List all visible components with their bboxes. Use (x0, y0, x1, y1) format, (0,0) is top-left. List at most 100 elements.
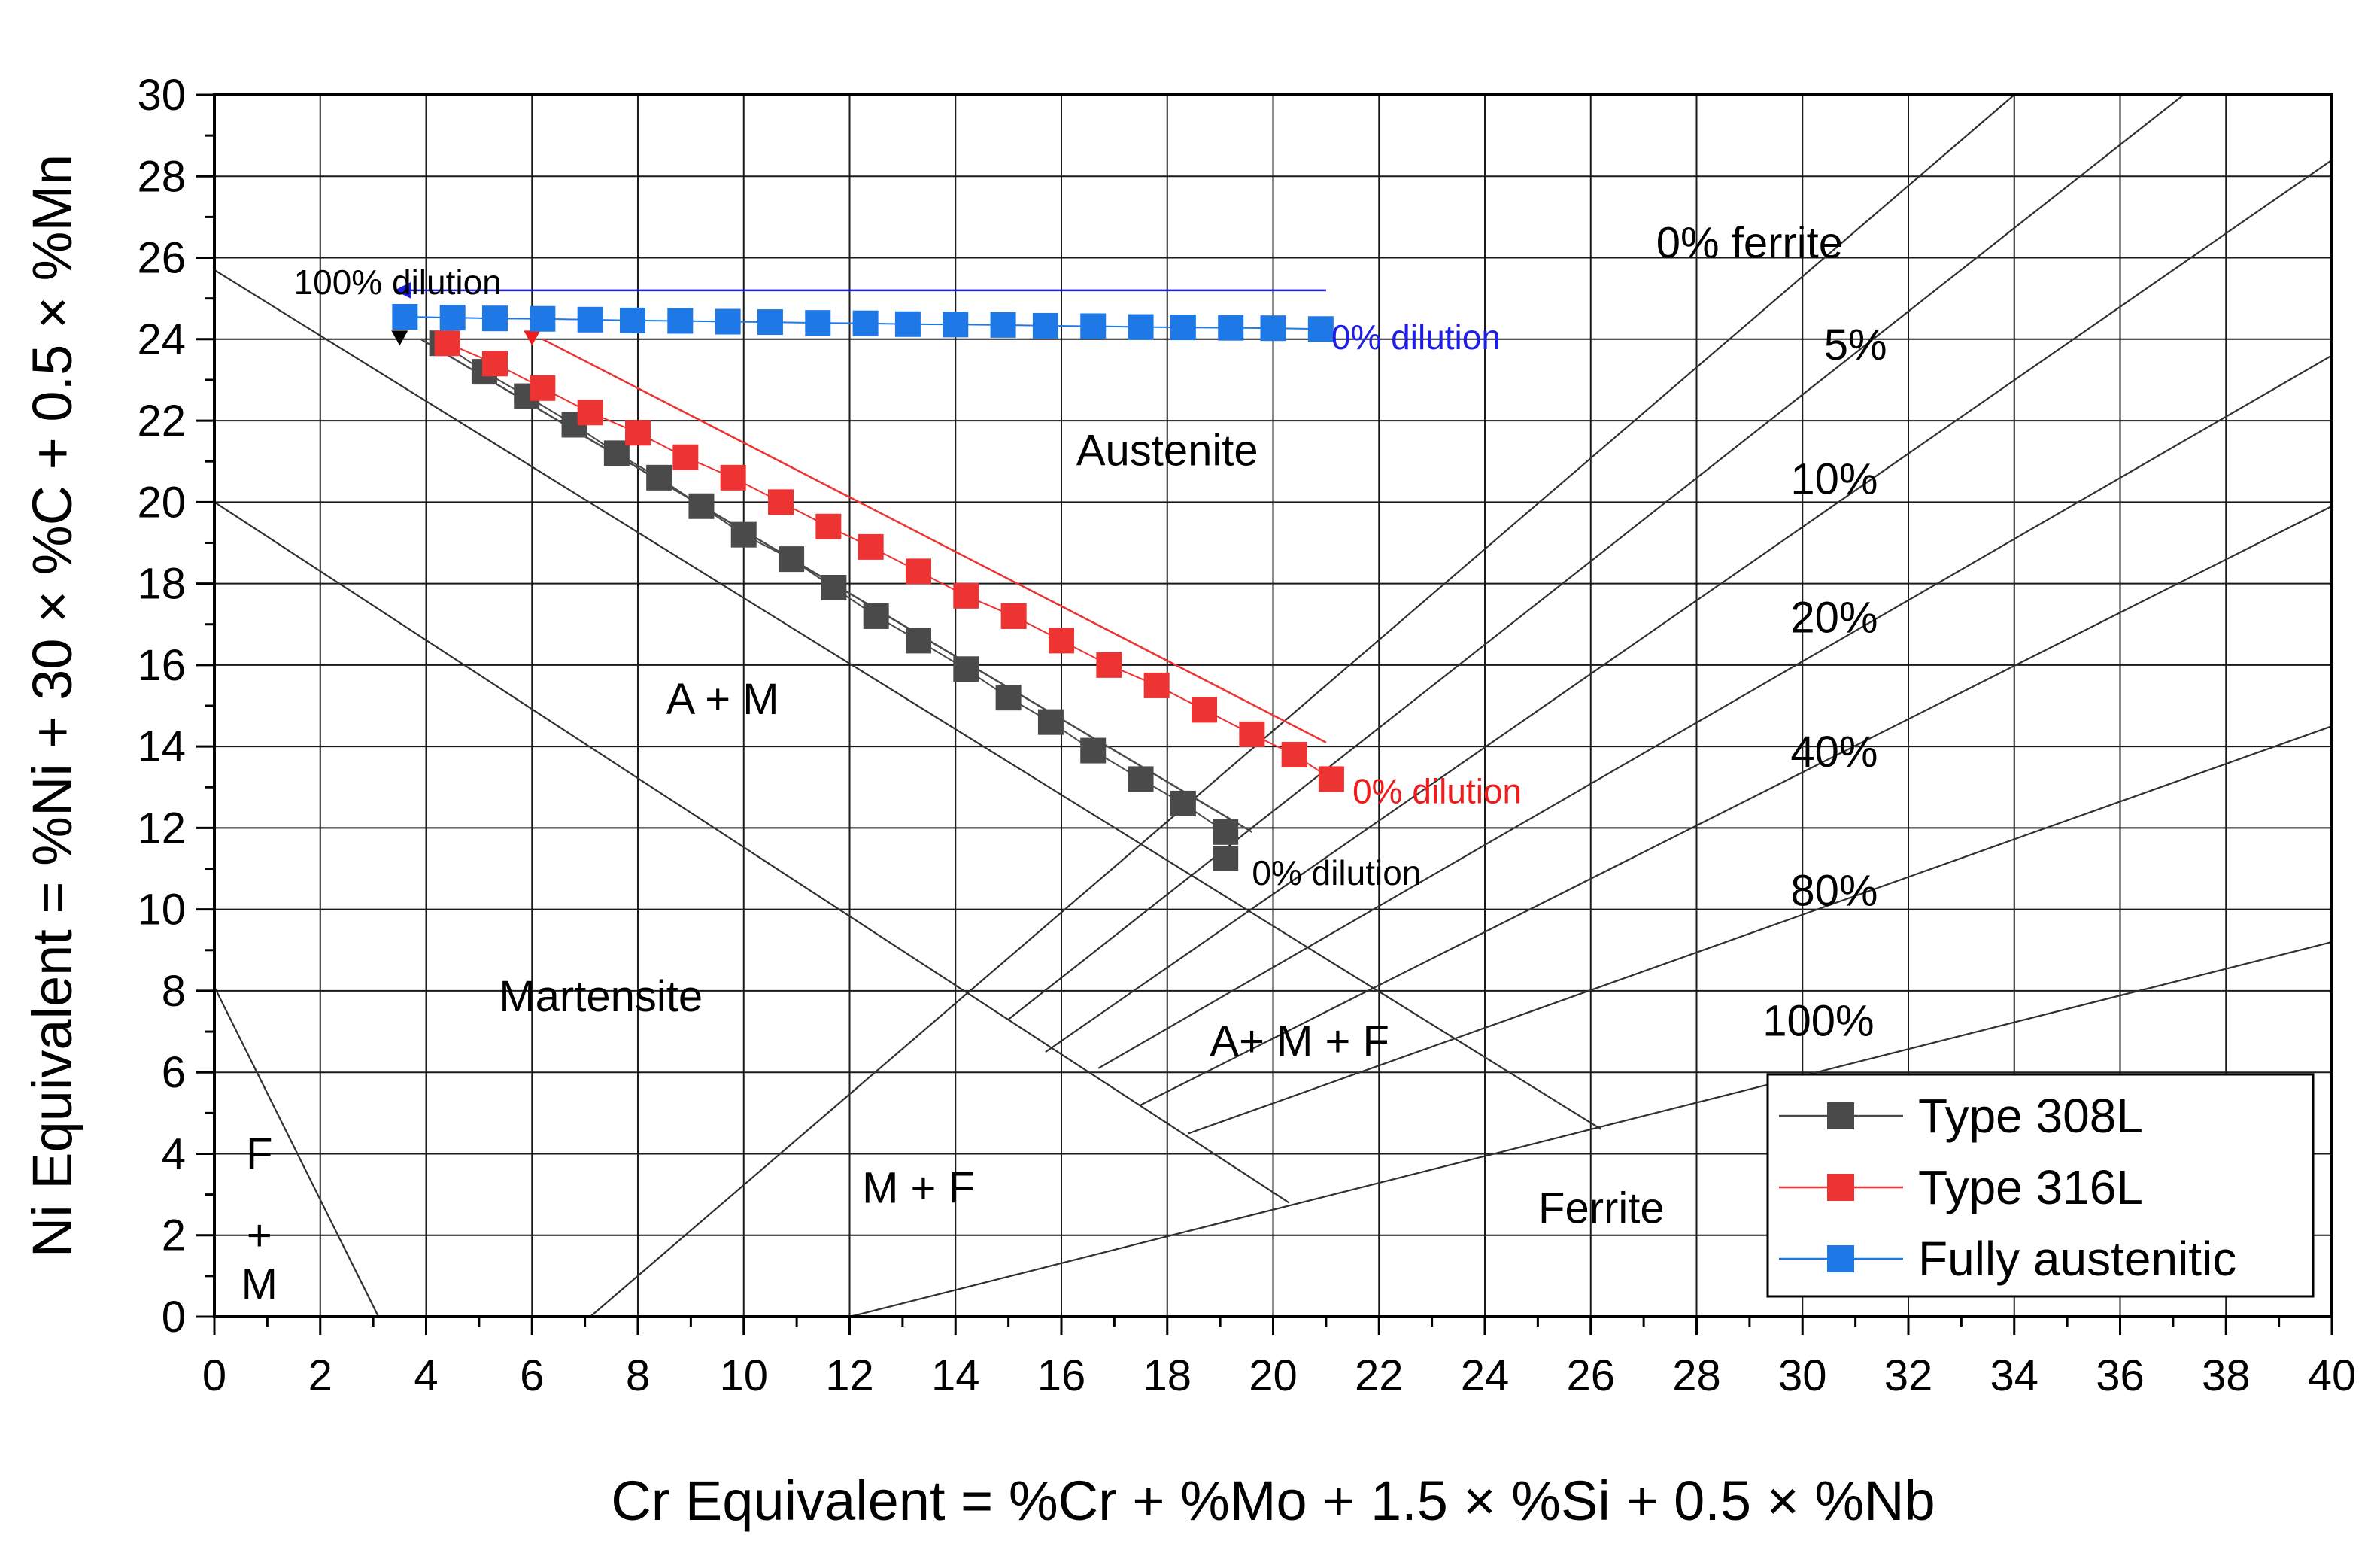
y-tick-label: 30 (137, 71, 186, 120)
data-point (953, 656, 979, 682)
dilution-label: 0% dilution (1331, 318, 1501, 357)
y-tick-label: 2 (162, 1211, 186, 1260)
x-tick-label: 10 (719, 1351, 768, 1400)
data-point (768, 489, 794, 515)
y-tick-label: 8 (162, 967, 186, 1016)
arrow-head-icon (391, 330, 408, 346)
series-fully-austenitic (392, 304, 1334, 342)
x-tick-label: 8 (626, 1351, 650, 1400)
data-point (530, 305, 556, 332)
boundary-line (1007, 94, 2184, 1020)
data-point (1032, 312, 1058, 339)
data-point (688, 493, 715, 519)
y-tick-label: 28 (137, 152, 186, 201)
data-point (1170, 790, 1196, 816)
data-point (1096, 652, 1122, 678)
y-tick-label: 18 (137, 560, 186, 609)
data-point (434, 330, 460, 357)
x-tick-label: 26 (1566, 1351, 1615, 1400)
data-point (894, 311, 921, 337)
region-label: A+ M + F (1210, 1017, 1389, 1066)
region-label: 0% ferrite (1656, 219, 1843, 268)
data-point (1307, 316, 1334, 342)
data-point (672, 444, 699, 470)
x-tick-label: 2 (308, 1351, 332, 1400)
y-axis-title: Ni Equivalent = %Ni + 30 × %C + 0.5 × %M… (21, 154, 83, 1257)
y-tick-label: 26 (137, 234, 186, 283)
data-point (779, 546, 805, 573)
data-point (1080, 737, 1107, 764)
data-point (995, 685, 1022, 711)
data-series (392, 304, 1344, 871)
data-point (577, 400, 603, 426)
y-tick-label: 24 (137, 315, 186, 364)
data-point (667, 308, 694, 334)
data-point (821, 575, 847, 601)
data-point (852, 310, 879, 336)
legend-item: Fully austenitic (1779, 1232, 2236, 1286)
x-tick-label: 0 (202, 1351, 226, 1400)
x-tick-label: 32 (1884, 1351, 1933, 1400)
legend: Type 308L Type 316L Fully austenitic (1766, 1073, 2315, 1298)
boundary-line (214, 269, 1602, 1130)
y-tick-label: 6 (162, 1048, 186, 1097)
region-label: M + F (862, 1163, 975, 1212)
data-point (1143, 672, 1170, 698)
y-tick-label: 20 (137, 478, 186, 527)
boundary-line (1097, 354, 2333, 1069)
region-labels: Austenite A + M Martensite A+ M + F M + F Fer… (241, 219, 1887, 1309)
x-tick-label: 30 (1778, 1351, 1827, 1400)
data-point (757, 309, 783, 336)
region-label: A + M (666, 675, 779, 724)
data-point (858, 533, 884, 560)
y-tick-label: 12 (137, 804, 186, 852)
legend-item: Type 308L (1779, 1089, 2143, 1143)
series-type-316l (434, 330, 1344, 792)
data-point (481, 351, 508, 377)
data-point (625, 420, 651, 446)
region-label: Austenite (1076, 427, 1258, 476)
boundary-line (589, 94, 2015, 1317)
region-label-f-m: M (241, 1260, 278, 1309)
data-point (1128, 314, 1154, 340)
legend-label: Type 316L (1918, 1160, 2143, 1214)
x-tick-label: 6 (520, 1351, 544, 1400)
data-point (905, 558, 931, 585)
data-point (805, 310, 831, 336)
region-label-f-m: F (246, 1129, 272, 1178)
data-point (1170, 315, 1196, 341)
x-tick-label: 4 (414, 1351, 438, 1400)
data-point (1213, 819, 1239, 845)
x-tick-label: 12 (825, 1351, 874, 1400)
data-point (990, 312, 1016, 338)
data-point (1260, 315, 1286, 342)
data-point (1281, 741, 1307, 767)
x-tick-label: 36 (2096, 1351, 2145, 1400)
dilution-label: 100% dilution (294, 263, 502, 302)
region-label-f-m: + (247, 1211, 272, 1260)
series-type-308l (429, 330, 1239, 871)
x-tick-label: 38 (2202, 1351, 2251, 1400)
legend-marker (1827, 1102, 1854, 1129)
data-point (1037, 709, 1064, 735)
legend-label: Type 308L (1918, 1089, 2143, 1143)
region-label: 20% (1790, 594, 1878, 643)
data-point (1128, 766, 1154, 792)
data-point (730, 521, 757, 548)
phase-boundaries (214, 94, 2333, 1318)
data-point (720, 464, 746, 491)
data-point (1192, 697, 1218, 723)
region-label: Ferrite (1538, 1184, 1665, 1232)
data-point (943, 312, 969, 338)
data-point (863, 603, 889, 629)
data-point (1213, 846, 1239, 871)
legend-label: Fully austenitic (1918, 1232, 2236, 1286)
y-tick-label: 22 (137, 397, 186, 445)
boundary-line (1140, 505, 2333, 1106)
legend-marker (1827, 1174, 1854, 1201)
region-label: 40% (1790, 728, 1878, 776)
tick-labels: 0 2 4 6 8 10 12 14 16 18 20 22 24 26 28 30 32 34 36 38 40024… (21, 71, 2356, 1532)
dilution-label: 0% dilution (1252, 853, 1421, 892)
data-point (953, 582, 979, 609)
region-label: 100% (1762, 996, 1874, 1045)
